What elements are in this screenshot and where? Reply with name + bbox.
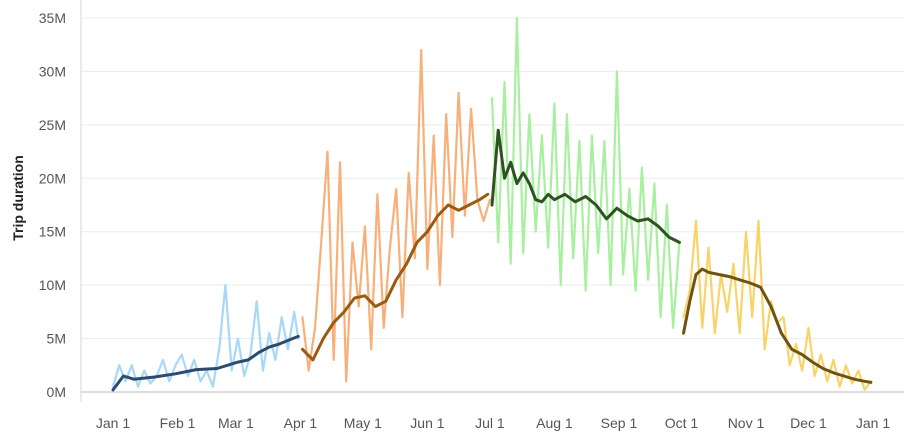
x-tick-label: Jan 1 — [96, 415, 130, 431]
x-tick-label: Oct 1 — [665, 415, 699, 431]
y-tick-label: 10M — [39, 277, 66, 293]
x-tick-label: May 1 — [344, 415, 382, 431]
trend-line — [111, 334, 300, 392]
series-lines — [111, 16, 873, 392]
trend-line — [301, 192, 490, 362]
x-tick-label: Sep 1 — [601, 415, 638, 431]
daily-line — [682, 219, 873, 391]
x-tick-label: Mar 1 — [218, 415, 254, 431]
daily-line — [490, 16, 681, 329]
y-tick-label: 20M — [39, 170, 66, 186]
y-tick-label: 15M — [39, 224, 66, 240]
y-tick-label: 5M — [47, 331, 66, 347]
x-tick-label: Jul 1 — [475, 415, 505, 431]
y-tick-label: 0M — [47, 384, 66, 400]
x-tick-label: Jan 1 — [856, 415, 890, 431]
daily-line — [111, 284, 300, 388]
y-tick-label: 25M — [39, 117, 66, 133]
x-tick-label: Feb 1 — [160, 415, 196, 431]
y-axis-ticks: 0M 5M 10M 15M 20M 25M 30M 35M — [39, 10, 66, 400]
x-tick-label: Aug 1 — [536, 415, 573, 431]
x-tick-label: Dec 1 — [790, 415, 827, 431]
x-tick-label: Nov 1 — [728, 415, 765, 431]
x-tick-label: Jun 1 — [410, 415, 444, 431]
trend-line — [490, 128, 681, 244]
x-tick-label: Apr 1 — [284, 415, 318, 431]
y-tick-label: 30M — [39, 63, 66, 79]
y-tick-label: 35M — [39, 10, 66, 26]
daily-line — [301, 48, 491, 383]
trend-line — [682, 267, 873, 384]
y-axis-label: Trip duration — [10, 155, 26, 241]
x-axis-ticks: Jan 1 Feb 1 Mar 1 Apr 1 May 1 Jun 1 Jul 1 Aug 1… — [96, 415, 890, 431]
